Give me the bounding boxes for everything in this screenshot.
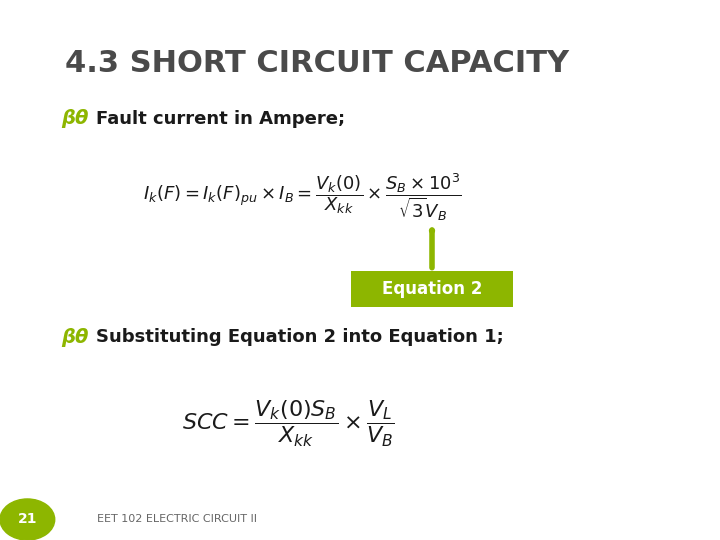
- Text: $SCC = \dfrac{V_k(0)S_B}{X_{kk}}\times\dfrac{V_L}{V_B}$: $SCC = \dfrac{V_k(0)S_B}{X_{kk}}\times\d…: [181, 399, 395, 449]
- Text: $I_k\left(F\right)= I_k\left(F\right)_{pu} \times I_B = \dfrac{V_k(0)}{X_{kk}}\t: $I_k\left(F\right)= I_k\left(F\right)_{p…: [143, 171, 462, 223]
- FancyArrowPatch shape: [431, 230, 433, 268]
- FancyBboxPatch shape: [351, 271, 513, 307]
- Text: Fault current in Ampere;: Fault current in Ampere;: [96, 110, 345, 128]
- Text: 21: 21: [17, 512, 37, 526]
- Text: 4.3 SHORT CIRCUIT CAPACITY: 4.3 SHORT CIRCUIT CAPACITY: [65, 49, 569, 78]
- Text: Equation 2: Equation 2: [382, 280, 482, 298]
- Text: Substituting Equation 2 into Equation 1;: Substituting Equation 2 into Equation 1;: [96, 328, 503, 347]
- Text: EET 102 ELECTRIC CIRCUIT II: EET 102 ELECTRIC CIRCUIT II: [97, 515, 257, 524]
- Text: βθ: βθ: [61, 328, 89, 347]
- Circle shape: [0, 499, 55, 540]
- Text: βθ: βθ: [61, 109, 89, 129]
